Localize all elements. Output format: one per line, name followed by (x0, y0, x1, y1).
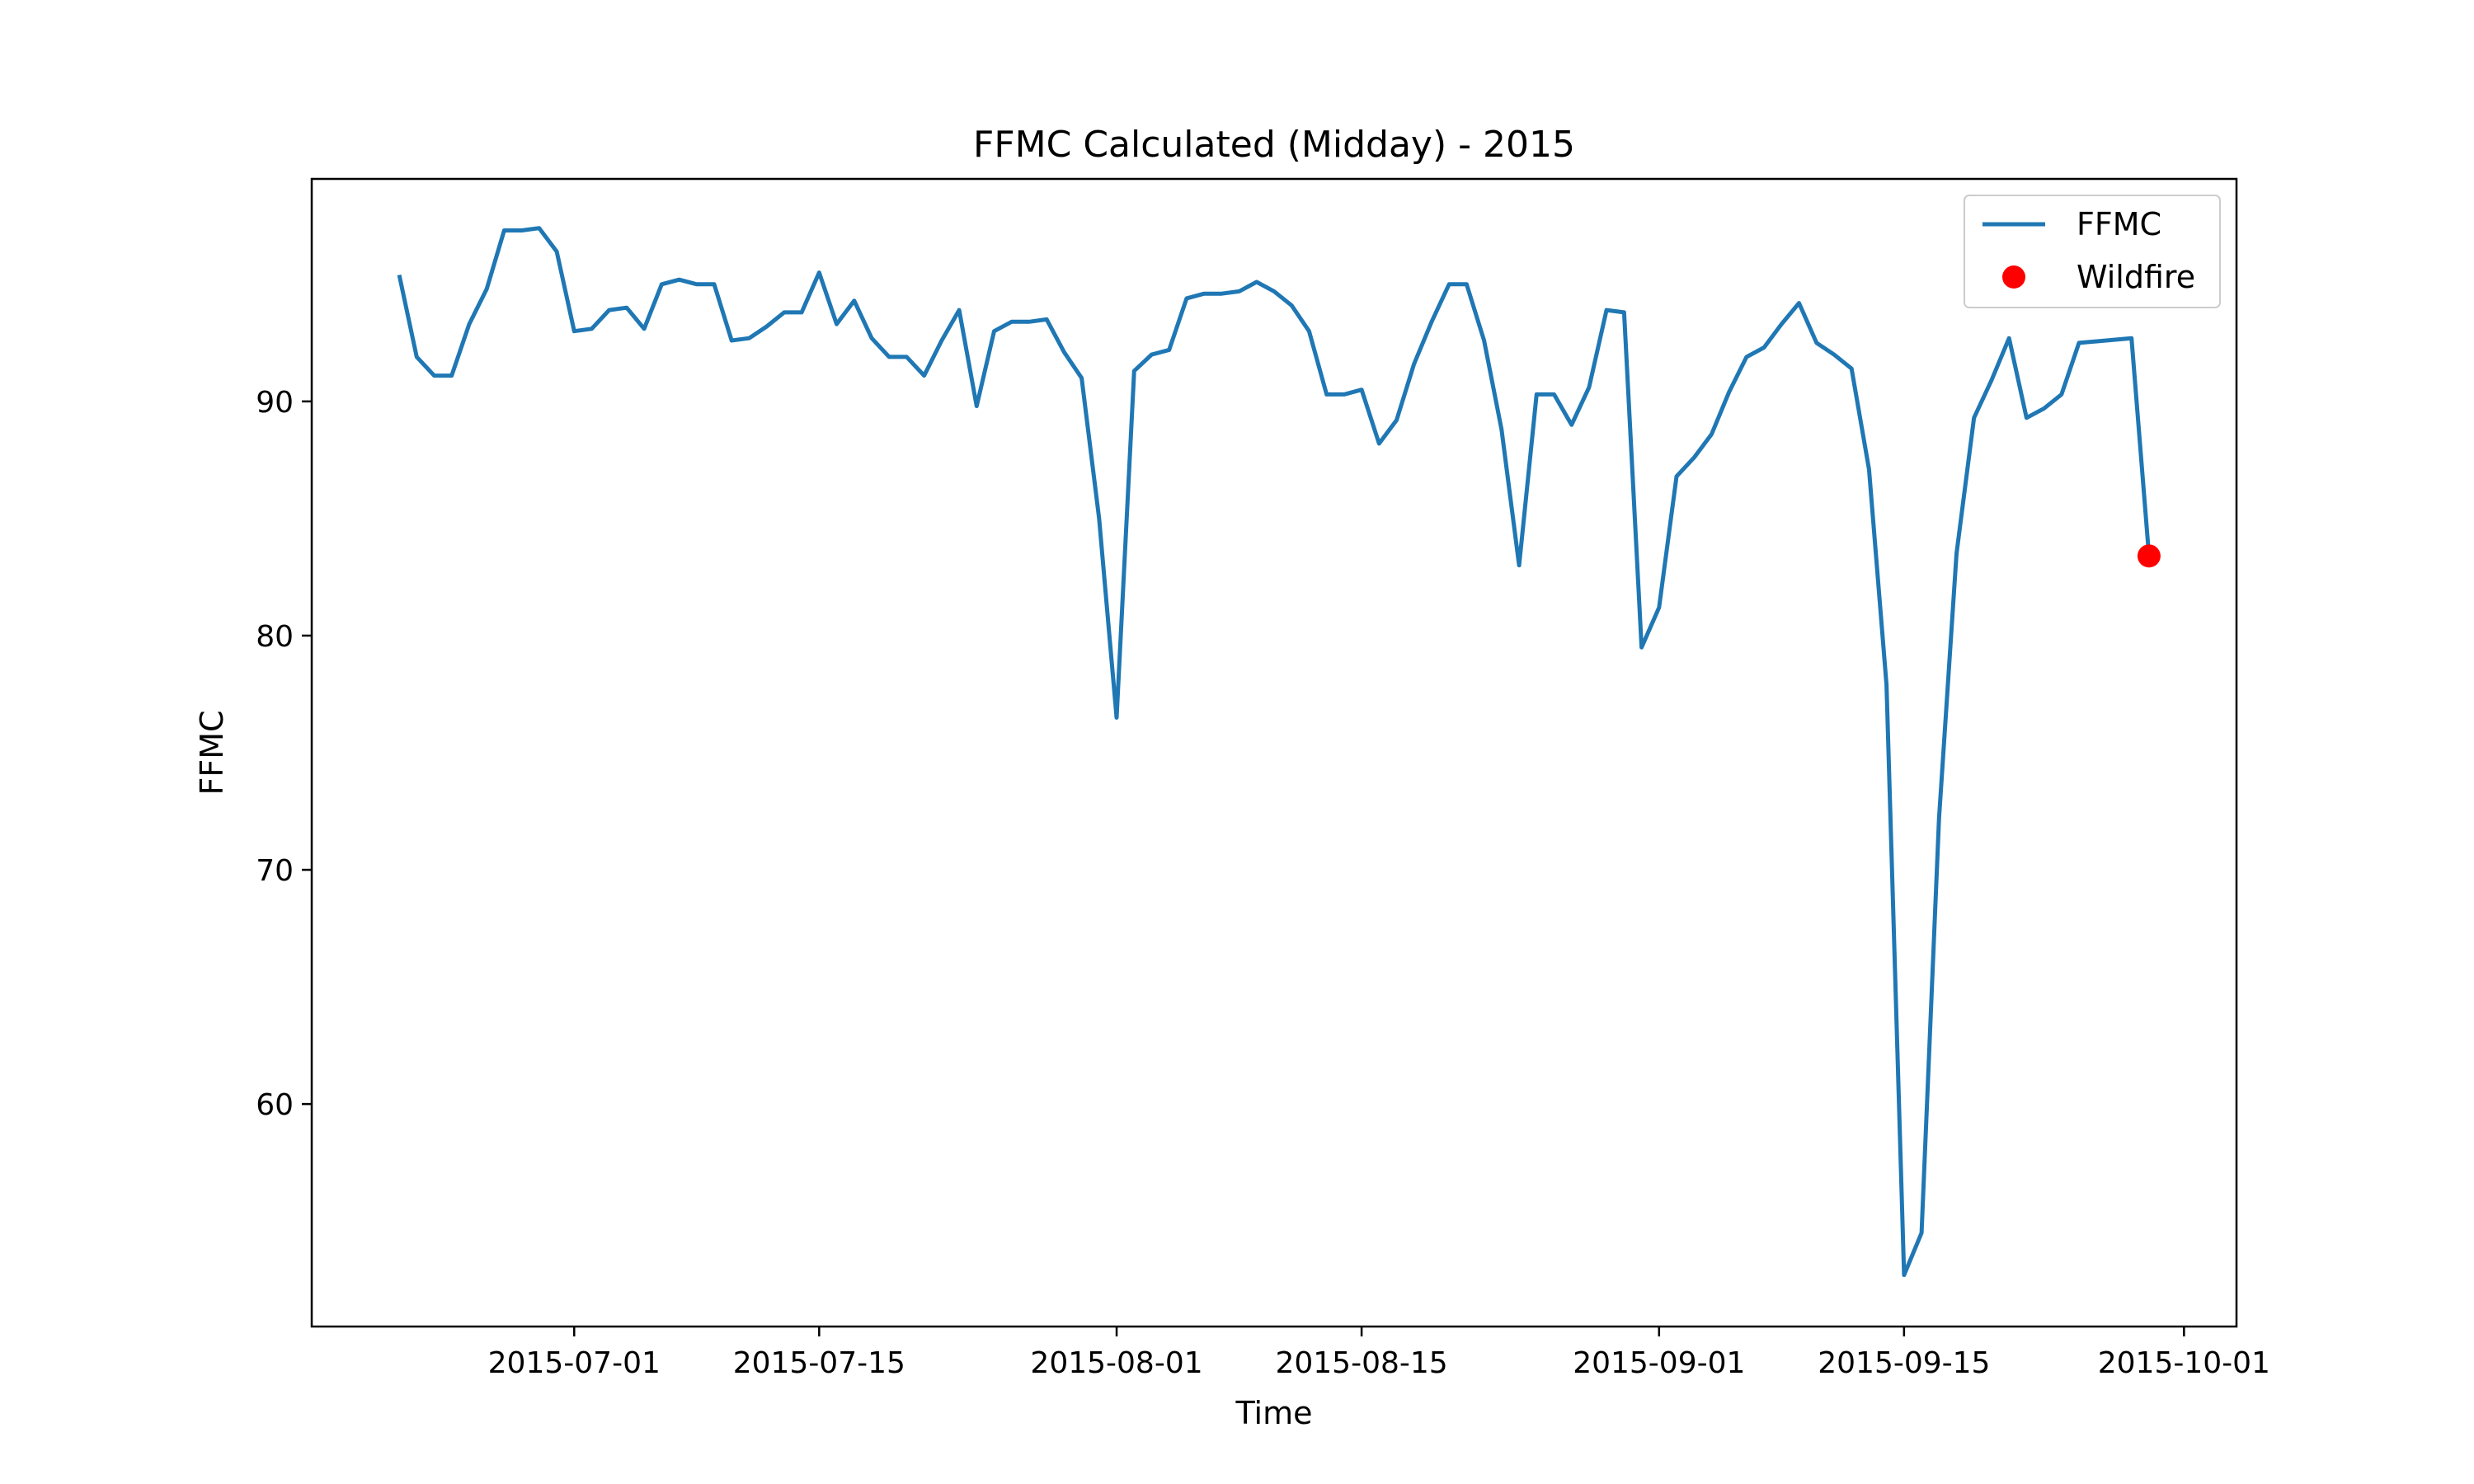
y-tick-label: 60 (256, 1088, 294, 1122)
tick-layer: 2015-07-01 2015-07-15 2015-08-01 2015-08-15… (256, 386, 2270, 1380)
legend-entry-wildfire: Wildfire (2077, 259, 2195, 295)
x-tick-label: 2015-08-01 (1030, 1346, 1202, 1380)
plot-frame (310, 177, 2238, 1328)
y-tick-label: 70 (256, 854, 294, 888)
legend-marker-swatch (2002, 265, 2025, 289)
x-tick-label: 2015-07-15 (733, 1346, 905, 1380)
y-tick-label: 90 (256, 386, 294, 420)
x-tick-label: 2015-07-01 (488, 1346, 661, 1380)
legend-entry-ffmc: FFMC (2077, 206, 2161, 242)
x-tick-label: 2015-09-15 (1818, 1346, 1990, 1380)
x-tick-label: 2015-10-01 (2098, 1346, 2270, 1380)
wildfire-point (2137, 544, 2161, 568)
x-axis-label: Time (1235, 1395, 1313, 1431)
series-line-ffmc (397, 226, 2152, 1277)
x-tick-label: 2015-09-01 (1573, 1346, 1745, 1380)
y-axis-label: FFMC (194, 710, 230, 795)
y-tick-label: 80 (256, 620, 294, 654)
legend: FFMC Wildfire (1964, 195, 2221, 308)
x-tick-label: 2015-08-15 (1275, 1346, 1447, 1380)
data-layer (397, 226, 2161, 1277)
chart-title: FFMC Calculated (Midday) - 2015 (973, 124, 1575, 166)
